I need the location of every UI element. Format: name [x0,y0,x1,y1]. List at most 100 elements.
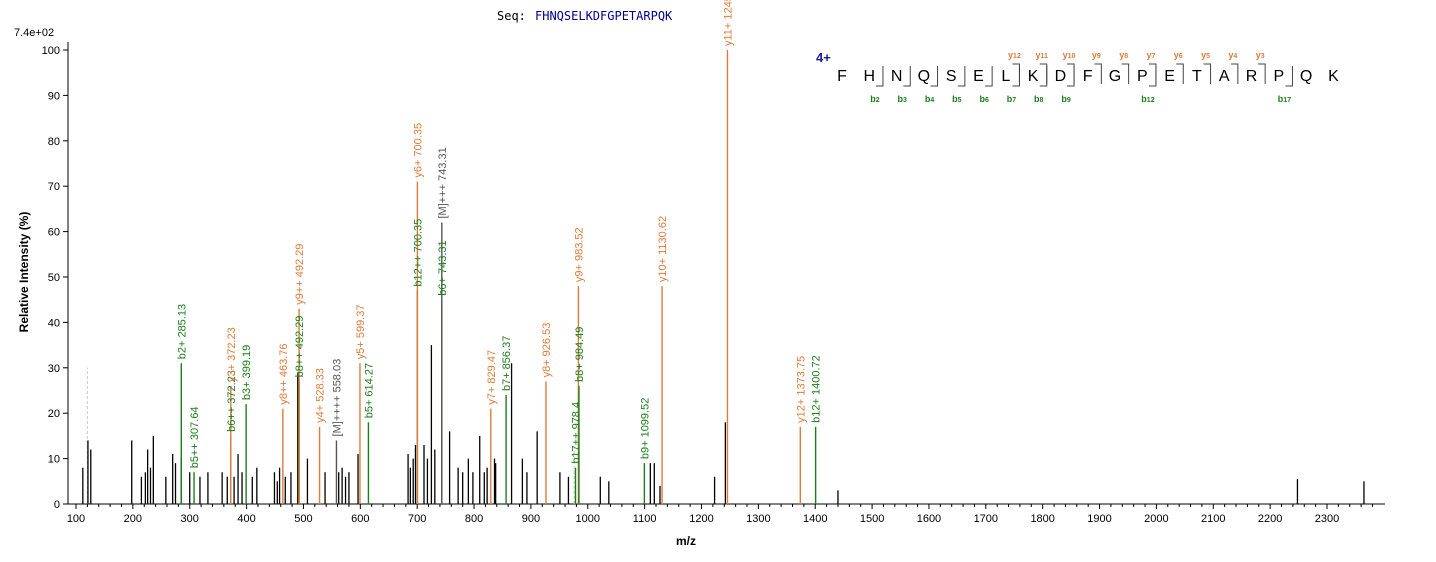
y-tick-label: 100 [42,45,60,57]
sequence-residue: L [1001,68,1010,85]
x-tick-label: 500 [294,513,312,525]
x-tick-label: 100 [67,513,85,525]
x-tick-label: 1600 [917,513,941,525]
y-fragment-bracket [1012,63,1020,84]
y-fragment-bracket [1067,63,1075,84]
sequence-residue: S [946,68,957,85]
b-fragment-label: b12 [1141,94,1154,104]
x-tick-label: 900 [522,513,540,525]
y-fragment-label: y9 [1092,50,1101,60]
x-tick-label: 2300 [1315,513,1339,525]
sequence-residue: D [1055,68,1067,85]
b-ion-label: b9+ 1099.52 [639,398,651,459]
y-ion-label: y6+ 700.35 [412,123,424,178]
y-fragment-bracket [1094,63,1102,84]
y-ion-label: y10+ 1130.62 [657,216,669,282]
sequence-residue: K [1028,68,1039,85]
x-tick-label: 2200 [1258,513,1282,525]
b-fragment-label: b17 [1278,94,1291,104]
b-ion-label: b8+ 984.49 [574,327,586,382]
axes: 0 10 20 30 40 50 60 70 80 90 100 100 200 300 400 500 600… [42,42,1385,525]
b-fragment-bracket [1067,66,1075,87]
x-tick-label: 400 [237,513,255,525]
b-ion-label: b7+ 856.37 [501,336,513,391]
y-fragment-label: y8 [1119,50,1128,60]
sequence-residue: A [1219,68,1230,85]
y-fragment-label: y11 [1036,50,1049,60]
y-tick-label: 90 [48,90,60,102]
x-tick-label: 1700 [974,513,998,525]
sequence-residue: F [837,68,847,85]
x-tick-label: 1500 [860,513,884,525]
x-tick-label: 200 [124,513,142,525]
sequence-residue: Q [1300,68,1312,85]
b-fragment-label: b7 [1007,94,1017,104]
y-fragment-bracket [1176,63,1184,84]
b-fragment-bracket [957,66,966,87]
b-fragment-bracket [1148,66,1157,87]
x-tick-label: 1400 [803,513,827,525]
sequence-residue: N [891,68,903,85]
charge-state: 4+ [816,50,831,65]
y-fragment-bracket [1121,63,1130,84]
sequence-label: Seq: [497,9,526,23]
y-tick-label: 0 [54,499,60,511]
b-ion-label: b8++ 492.29 [294,316,306,378]
y-fragment-label: y3 [1256,50,1265,60]
x-tick-label: 800 [465,513,483,525]
p-ion-label: [M]++++ 558.03 [331,359,343,437]
b-ion-label: b12++ 700.35 [412,219,424,287]
sequence-residue: P [1273,68,1284,85]
sequence-residue: R [1246,68,1258,85]
x-tick-label: 700 [408,513,426,525]
x-tick-label: 2000 [1144,513,1168,525]
b-fragment-bracket [1012,66,1020,87]
y-fragment-bracket [1230,63,1239,84]
b-ion-label: b17++ 978.4 [570,402,582,464]
b-fragment-bracket [903,66,911,87]
sequence-residue: E [973,68,984,85]
sequence-residue: T [1192,68,1202,85]
sequence-residue: F [1083,68,1093,85]
y-fragment-label: y10 [1063,50,1076,60]
b-ion-label: b6+ 743.31 [437,240,449,295]
y-fragment-bracket [1148,63,1157,84]
b-ion-label: b5+ 614.27 [363,363,375,418]
y-fragment-bracket [1258,63,1266,84]
sequence-residue: P [1137,68,1148,85]
peaks [82,50,1365,504]
b-fragment-bracket [930,66,939,87]
x-tick-label: 1900 [1087,513,1111,525]
b-fragment-bracket [1285,66,1293,87]
y-tick-label: 20 [48,408,60,420]
x-axis-label: m/z [676,534,696,548]
y-ion-label: y5+ 599.37 [355,305,367,360]
y-fragment-label: y12 [1008,50,1021,60]
sequence-residue: G [1109,68,1121,85]
y-ion-label: y9++ 492.29 [294,244,306,305]
b-fragment-label: b8 [1034,94,1044,104]
y-ion-label: y8+ 926.53 [541,323,553,378]
b-fragment-bracket [985,66,993,87]
x-tick-label: 1200 [689,513,713,525]
y-fragment-label: y5 [1201,50,1210,60]
x-tick-label: 2100 [1201,513,1225,525]
y-ion-label: y9+ 983.52 [573,227,585,282]
y-tick-label: 10 [48,454,60,466]
y-ion-label: y12+ 1373.75 [795,356,807,423]
b-fragment-label: b5 [952,94,962,104]
y-ion-label: y8++ 463.76 [278,343,290,404]
b-fragment-label: b9 [1061,94,1071,104]
x-tick-label: 1800 [1030,513,1054,525]
b-fragment-bracket [875,66,884,87]
y-axis-label: Relative Intensity (%) [17,212,31,333]
y-fragment-bracket [1203,63,1212,84]
y-ion-label: y7+ 829.47 [486,350,498,405]
y-tick-label: 70 [48,181,60,193]
x-tick-label: 300 [181,513,199,525]
x-tick-label: 1000 [576,513,600,525]
sequence-residue: E [1164,68,1175,85]
